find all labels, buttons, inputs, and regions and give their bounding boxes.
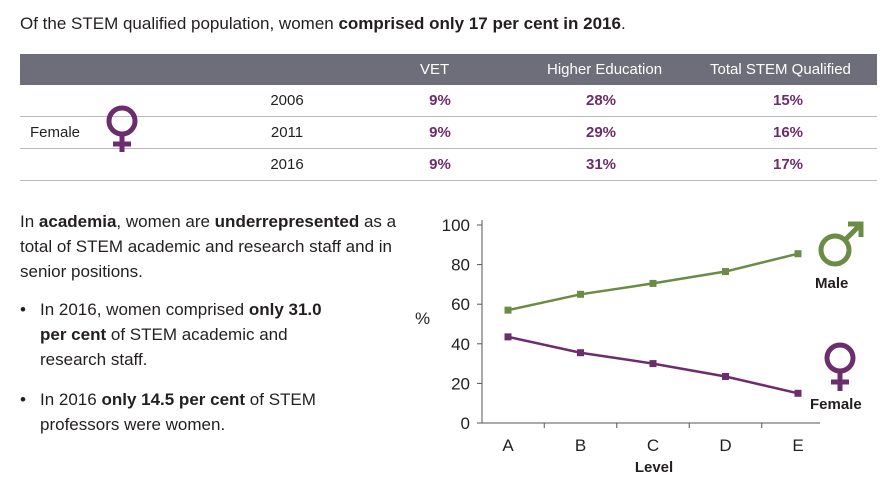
- row-year: 2011: [270, 124, 304, 141]
- list-item: • In 2016, women comprised only 31.0 per …: [20, 297, 340, 372]
- cell-total: 15%: [772, 92, 804, 109]
- female-symbol-icon: [104, 104, 140, 159]
- chart-series: [504, 250, 802, 397]
- bullet-text: In 2016: [40, 390, 102, 409]
- cell-total: 16%: [772, 124, 804, 141]
- stem-qualified-table: VET Higher Education Total STEM Qualifie…: [20, 54, 877, 181]
- column-header-total-stem: Total STEM Qualified: [710, 61, 851, 78]
- cell-higher-education: 28%: [585, 92, 617, 109]
- cell-vet: 9%: [429, 124, 451, 141]
- gender-by-level-line-chart: 0 20 40 60 80 100 A B C D E % Level: [415, 216, 820, 476]
- y-axis-label: %: [415, 309, 430, 328]
- x-axis-label: Level: [635, 459, 673, 476]
- cell-vet: 9%: [429, 92, 451, 109]
- headline: Of the STEM qualified population, women …: [20, 14, 626, 34]
- data-point-female: [794, 389, 802, 397]
- data-point-male: [577, 290, 584, 298]
- table-row: 2011 9% 29% 16%: [20, 117, 877, 149]
- bullet-dot: •: [20, 390, 26, 409]
- data-point-female: [649, 360, 657, 368]
- x-tick-label: B: [575, 436, 586, 455]
- female-row-label: Female: [30, 124, 81, 141]
- list-item: • In 2016 only 14.5 per cent of STEM prof…: [20, 387, 340, 437]
- bullet-emphasis: only 31.0 per cent: [40, 300, 322, 344]
- paragraph-text: , women are: [116, 212, 215, 231]
- data-point-male: [649, 279, 657, 287]
- bullet-list: • In 2016, women comprised only 31.0 per …: [20, 297, 340, 452]
- y-tick-label: 40: [451, 335, 470, 354]
- cell-higher-education: 31%: [585, 156, 617, 173]
- male-symbol-icon: [818, 221, 864, 267]
- paragraph-emphasis: underrepresented: [214, 212, 360, 231]
- y-tick-label: 0: [461, 414, 470, 433]
- male-series-label: Male: [815, 275, 849, 292]
- paragraph-text: In: [20, 212, 39, 231]
- cell-vet: 9%: [429, 156, 451, 173]
- chart-axes: [481, 220, 820, 424]
- paragraph-emphasis: academia: [38, 212, 117, 231]
- table-header: VET Higher Education Total STEM Qualifie…: [20, 54, 877, 85]
- bullet-emphasis: only 14.5 per cent: [101, 390, 246, 409]
- row-year: 2006: [270, 92, 304, 109]
- chart-ticks: 0 20 40 60 80 100 A B C D E: [442, 216, 804, 455]
- headline-emphasis: comprised only 17 per cent in 2016: [338, 14, 621, 33]
- bullet-text: of STEM academic and research staff.: [40, 325, 288, 369]
- data-point-male: [794, 250, 802, 258]
- female-series-label: Female: [810, 396, 862, 413]
- y-tick-label: 80: [451, 256, 470, 275]
- data-point-female: [577, 349, 584, 357]
- x-tick-label: A: [502, 436, 514, 455]
- table-row: 2016 9% 31% 17%: [20, 149, 877, 181]
- paragraph-text: as a total of STEM academic and research…: [20, 212, 397, 281]
- x-tick-label: E: [792, 436, 803, 455]
- y-tick-label: 20: [451, 374, 470, 393]
- female-symbol-icon: [824, 342, 856, 391]
- y-tick-label: 100: [442, 216, 470, 235]
- row-year: 2016: [270, 156, 304, 173]
- x-tick-label: D: [719, 436, 731, 455]
- column-header-higher-education: Higher Education: [547, 61, 663, 78]
- data-point-female: [722, 372, 729, 380]
- x-tick-label: C: [647, 436, 659, 455]
- bullet-text: In 2016, women comprised: [40, 300, 249, 319]
- table-row: 2006 9% 28% 15%: [20, 85, 877, 117]
- data-point-male: [722, 268, 729, 276]
- headline-text: Of the STEM qualified population, women: [20, 14, 339, 33]
- bullet-text: of STEM professors were women.: [40, 390, 316, 434]
- column-header-vet: VET: [420, 61, 450, 78]
- data-point-female: [504, 333, 512, 341]
- cell-total: 17%: [772, 156, 804, 173]
- academia-paragraph: In academia, women are underrepresented …: [20, 209, 400, 284]
- y-tick-label: 60: [451, 295, 470, 314]
- data-point-male: [504, 306, 512, 314]
- bullet-dot: •: [20, 300, 26, 319]
- cell-higher-education: 29%: [585, 124, 617, 141]
- headline-suffix: .: [620, 14, 626, 33]
